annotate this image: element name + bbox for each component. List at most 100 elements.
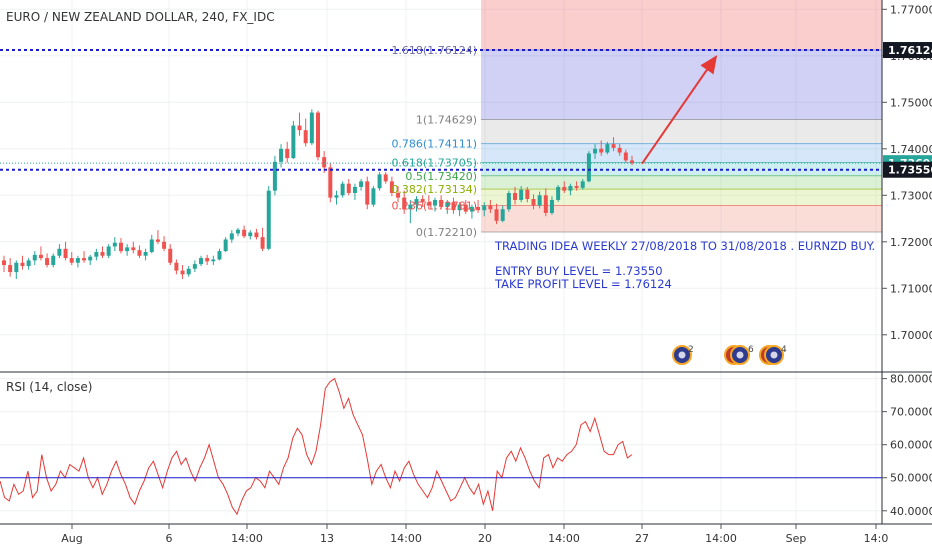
fib-zone — [481, 0, 882, 51]
rsi-tick-label: 50.0000 — [890, 472, 932, 485]
y-tick-label: 1.75000 — [890, 96, 932, 109]
candle-body — [149, 239, 154, 253]
price-label-box — [883, 161, 932, 178]
candle-body — [88, 256, 93, 261]
candle-body — [586, 153, 591, 182]
annotation-line-3: TAKE PROFIT LEVEL = 1.76124 — [494, 277, 672, 291]
fib-level-label: 0.618(1.73705) — [391, 157, 477, 170]
fib-zone — [481, 143, 882, 163]
fib-zone — [481, 119, 882, 144]
flag-event-icon-inner — [770, 351, 778, 359]
candle-body — [309, 112, 314, 144]
candle-body — [235, 229, 240, 234]
candle-body — [500, 209, 505, 221]
candle-body — [513, 192, 518, 200]
rsi-tick-label: 70.0000 — [890, 406, 932, 419]
x-tick-label: Sep — [786, 532, 807, 545]
candle-body — [279, 148, 284, 162]
annotation-line-1: TRADING IDEA WEEKLY 27/08/2018 TO 31/08/… — [494, 239, 875, 253]
symbol-title: EURO / NEW ZEALAND DOLLAR, 240, FX_IDC — [6, 10, 275, 24]
label-layer: 1.618(1.76124) 1(1.74629) 0.786(1.74111) 0.… — [391, 42, 932, 239]
rsi-layer — [0, 377, 882, 516]
candle-body — [451, 202, 456, 211]
candle-body — [469, 206, 474, 212]
candle-body — [352, 186, 357, 193]
candle-body — [155, 239, 160, 242]
candle-body — [340, 183, 345, 196]
candle-body — [568, 186, 573, 191]
candle-body — [75, 258, 80, 263]
x-tick-label: 14:00 — [231, 532, 263, 545]
fib-level-label: 0.786(1.74111) — [391, 138, 477, 151]
candle-body — [371, 188, 376, 205]
candle-body — [106, 246, 111, 256]
target-arrow[interactable] — [641, 55, 718, 165]
rsi-tick-label: 80.0000 — [890, 373, 932, 386]
candle-body — [8, 265, 13, 273]
candle-body — [26, 260, 31, 266]
price-label-box — [883, 42, 932, 59]
candle-body — [199, 258, 204, 265]
fib-zone — [481, 175, 882, 190]
candle-body — [525, 189, 530, 200]
x-tick-label: Aug — [61, 532, 82, 545]
fib-zone — [481, 189, 882, 206]
event-group-1[interactable]: 2 — [672, 345, 694, 365]
candle-body — [377, 174, 382, 189]
candle-body — [100, 252, 105, 256]
event-count: 6 — [748, 345, 754, 355]
fib-level-label: 0.5(1.73420) — [405, 170, 477, 183]
y-tick-label: 1.72000 — [890, 236, 932, 249]
fib-zone — [481, 162, 882, 176]
candle-body — [414, 199, 419, 205]
event-group-2[interactable]: 6 — [724, 345, 754, 365]
x-tick-label: 14:00 — [705, 532, 737, 545]
candle-body — [593, 148, 598, 154]
candle-body — [426, 202, 431, 206]
flag-event-icon-inner — [678, 351, 686, 359]
flag-event-icon-inner — [736, 351, 744, 359]
candle-body — [174, 262, 179, 271]
candle-body — [599, 148, 604, 153]
candle-body — [630, 160, 634, 164]
fib-level-label: 1(1.74629) — [416, 114, 477, 127]
candle-body — [334, 195, 339, 198]
candle-body — [63, 248, 68, 259]
candle-body — [45, 258, 50, 266]
candle-body — [389, 181, 394, 193]
candle-body — [229, 233, 234, 240]
candle-body — [482, 205, 487, 211]
candle-body — [519, 189, 524, 200]
price-label: 1.76124 — [888, 44, 932, 57]
candle-body — [383, 174, 388, 182]
rsi-tick-label: 40.0000 — [890, 505, 932, 518]
candle-body — [192, 264, 197, 269]
x-tick-label: 27 — [635, 532, 649, 545]
fib-zone — [481, 205, 882, 233]
candle-body — [186, 268, 191, 275]
candle-body — [432, 199, 437, 206]
candle-body — [272, 161, 277, 191]
candle-body — [543, 195, 548, 213]
event-group-3[interactable]: 4 — [759, 345, 787, 365]
price-panel[interactable] — [0, 0, 882, 372]
candle-body — [14, 262, 19, 273]
candle-body — [445, 202, 450, 207]
candle-body — [266, 190, 271, 249]
rsi-panel[interactable] — [0, 372, 882, 524]
candle-body — [537, 195, 542, 206]
candle-body — [359, 181, 364, 187]
candle-body — [623, 152, 628, 161]
fib-level-label: 1.618(1.76124) — [391, 44, 477, 57]
candle-body — [82, 258, 87, 261]
candle-body — [143, 252, 148, 256]
y-tick-label: 1.77000 — [890, 3, 932, 16]
fib-level-label: 0.382(1.73134) — [391, 183, 477, 196]
candle-body — [476, 206, 481, 211]
overlay-layer — [0, 49, 882, 171]
candle-body — [611, 144, 616, 148]
candle-body — [112, 242, 117, 247]
x-tick-label: 20 — [478, 532, 492, 545]
